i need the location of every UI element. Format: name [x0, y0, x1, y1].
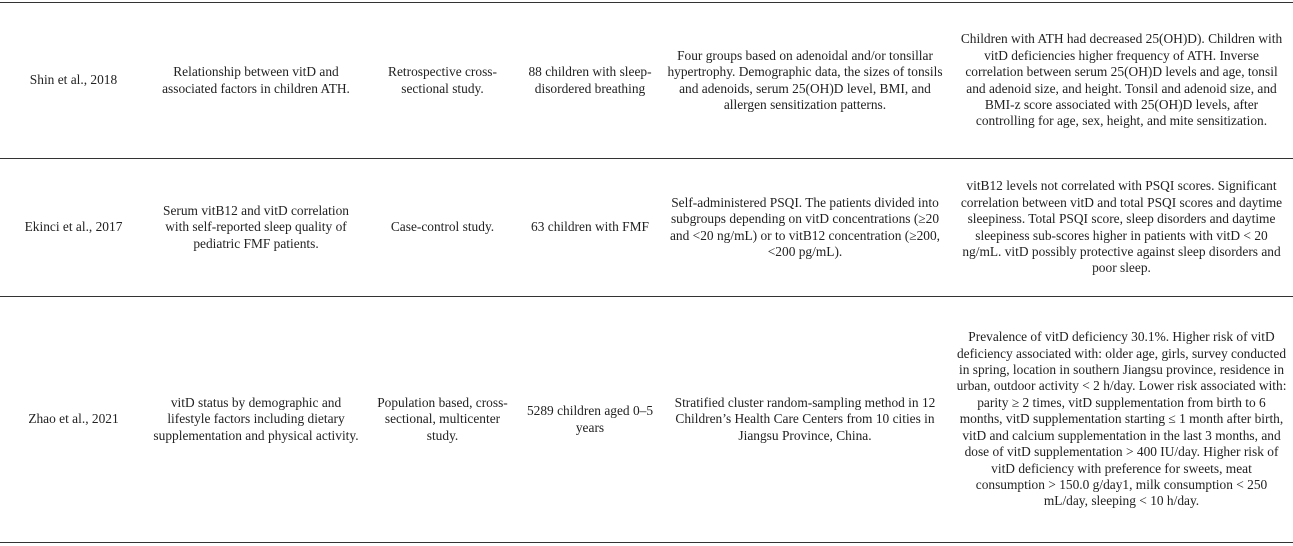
results-cell: Prevalence of vitD deficiency 30.1%. Hig… — [950, 296, 1293, 543]
aim-cell: Serum vitB12 and vitD correlation with s… — [147, 158, 365, 297]
aim-cell: Relationship between vitD and associated… — [147, 2, 365, 159]
table-row: Ekinci et al., 2017 Serum vitB12 and vitD… — [0, 158, 1293, 297]
design-cell: Retrospective cross-sectional study. — [365, 2, 520, 159]
results-cell: vitB12 levels not correlated with PSQI s… — [950, 158, 1293, 297]
results-cell: Children with ATH had decreased 25(OH)D)… — [950, 2, 1293, 159]
population-cell: 63 children with FMF — [520, 158, 660, 297]
study-cell: Shin et al., 2018 — [0, 2, 147, 159]
design-cell: Population based, cross-sectional, multi… — [365, 296, 520, 543]
design-cell: Case-control study. — [365, 158, 520, 297]
table-row: Shin et al., 2018 Relationship between vi… — [0, 2, 1293, 159]
study-cell: Zhao et al., 2021 — [0, 296, 147, 543]
population-cell: 88 children with sleep-disordered breath… — [520, 2, 660, 159]
table-row: Zhao et al., 2021 vitD status by demograp… — [0, 296, 1293, 543]
methods-cell: Stratified cluster random-sampling metho… — [660, 296, 950, 543]
study-cell: Ekinci et al., 2017 — [0, 158, 147, 297]
population-cell: 5289 children aged 0–5 years — [520, 296, 660, 543]
methods-cell: Four groups based on adenoidal and/or to… — [660, 2, 950, 159]
methods-cell: Self-administered PSQI. The patients div… — [660, 158, 950, 297]
aim-cell: vitD status by demographic and lifestyle… — [147, 296, 365, 543]
